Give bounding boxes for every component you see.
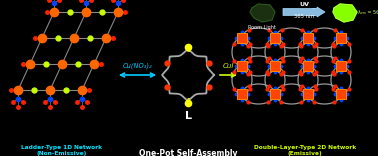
FancyArrow shape	[283, 7, 325, 17]
Text: S: S	[186, 47, 190, 53]
FancyBboxPatch shape	[336, 61, 346, 71]
Text: λₑₘ = 563 nm: λₑₘ = 563 nm	[358, 10, 378, 15]
Text: One-Pot Self-Assembly: One-Pot Self-Assembly	[139, 149, 237, 156]
FancyBboxPatch shape	[270, 33, 280, 43]
Polygon shape	[250, 4, 275, 22]
Polygon shape	[333, 4, 357, 22]
Text: CuI: CuI	[223, 63, 234, 69]
FancyBboxPatch shape	[303, 33, 313, 43]
Text: (Emissive): (Emissive)	[288, 151, 322, 156]
Text: Cu(NO₃)₂: Cu(NO₃)₂	[123, 63, 152, 69]
FancyBboxPatch shape	[237, 61, 247, 71]
FancyBboxPatch shape	[303, 61, 313, 71]
FancyBboxPatch shape	[303, 89, 313, 99]
Text: UV: UV	[299, 2, 309, 7]
Text: O: O	[207, 61, 211, 65]
Text: O: O	[207, 85, 211, 89]
Text: (Non-Emissive): (Non-Emissive)	[37, 151, 87, 156]
Text: Double-Layer-Type 2D Network: Double-Layer-Type 2D Network	[254, 145, 356, 150]
Text: O: O	[166, 85, 169, 89]
Text: 365 nm: 365 nm	[294, 14, 314, 19]
FancyBboxPatch shape	[237, 89, 247, 99]
Text: Ladder-Type 1D Network: Ladder-Type 1D Network	[22, 145, 102, 150]
FancyBboxPatch shape	[336, 89, 346, 99]
Text: L: L	[184, 111, 192, 121]
Text: S: S	[186, 98, 190, 102]
Text: O: O	[166, 61, 169, 65]
FancyBboxPatch shape	[270, 61, 280, 71]
FancyBboxPatch shape	[336, 33, 346, 43]
FancyBboxPatch shape	[270, 89, 280, 99]
FancyBboxPatch shape	[237, 33, 247, 43]
Text: Room Light: Room Light	[248, 25, 276, 30]
